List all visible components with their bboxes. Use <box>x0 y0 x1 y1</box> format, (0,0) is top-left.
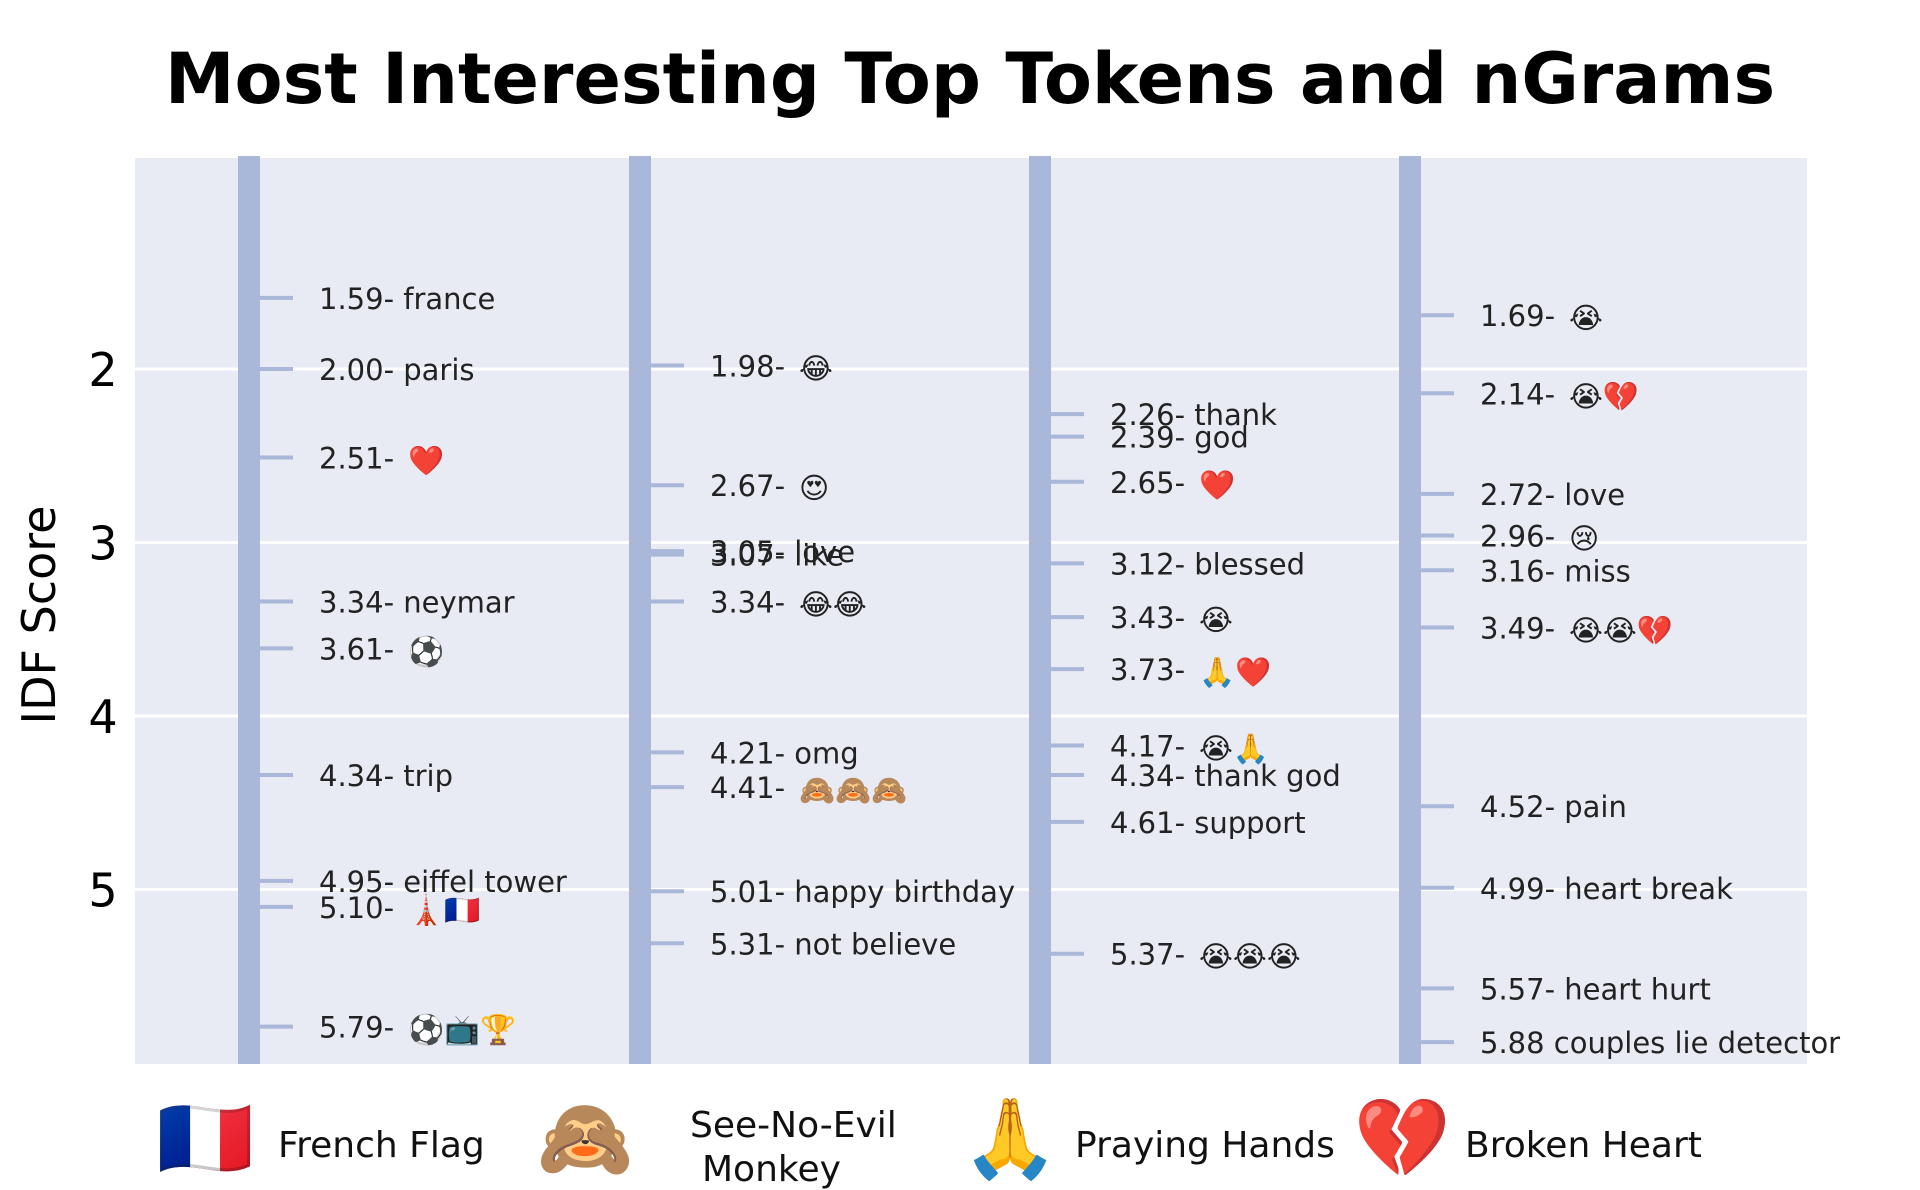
data-point-label: 2.96- <box>1480 520 1555 554</box>
legend-emoji: 🙈 <box>536 1094 633 1184</box>
data-point-label: 4.21- omg <box>710 736 859 770</box>
data-point-label: 3.61- <box>319 632 394 666</box>
data-point-label: 2.72- love <box>1480 478 1625 512</box>
y-axis-label: IDF Score <box>12 506 66 725</box>
data-point-emoji: ❤️ <box>408 443 445 477</box>
data-point-emoji: 😭 <box>1569 301 1603 335</box>
data-point-label: 4.99- heart break <box>1480 872 1733 906</box>
series-column-1: 1.59- france 2.00- paris 2.51- ❤️ 3.34- neym… <box>238 156 567 1064</box>
data-point-label: 5.31- not believe <box>710 927 956 961</box>
plot-background <box>135 158 1807 1064</box>
y-ticks: 2 3 4 5 <box>88 343 117 918</box>
data-point-emoji: 😂😂 <box>799 587 867 621</box>
data-point-emoji: 😭 <box>1199 603 1233 637</box>
data-point-label: 3.07- like <box>710 539 844 573</box>
series-columns: 1.59- france 2.00- paris 2.51- ❤️ 3.34- neym… <box>238 156 1840 1064</box>
data-point-emoji: 😭🙏 <box>1199 731 1269 765</box>
legend-item: 🙏 Praying Hands <box>961 1094 1334 1184</box>
data-point-label: 3.43- <box>1110 601 1185 635</box>
legend: 🇫🇷 French Flag 🙈 See-No-Evil Monkey 🙏 Praying … <box>156 1094 1701 1190</box>
legend-item: 💔 Broken Heart <box>1353 1094 1701 1184</box>
legend-label: Broken Heart <box>1465 1125 1702 1166</box>
data-point-emoji: ⚽📺🏆 <box>407 1013 516 1047</box>
data-point-emoji: 🙈🙈🙈 <box>799 773 907 807</box>
data-point-emoji: 😢 <box>1569 522 1599 556</box>
legend-item: 🇫🇷 French Flag <box>156 1094 484 1184</box>
column-axis-bar <box>629 156 651 1064</box>
data-point-label: 2.00- paris <box>319 353 475 387</box>
data-point-label: 2.14- <box>1480 377 1555 411</box>
data-point-label: 4.61- support <box>1110 806 1306 840</box>
data-point-label: 5.01- happy birthday <box>710 875 1015 909</box>
legend-emoji: 🙏 <box>961 1094 1058 1184</box>
data-point-label: 4.52- pain <box>1480 790 1627 824</box>
data-point-label: 4.17- <box>1110 729 1185 763</box>
data-point-label: 1.59- france <box>319 282 495 316</box>
data-point-label: 5.88 couples lie detector <box>1480 1026 1840 1060</box>
data-point-label: 3.49- <box>1480 612 1555 646</box>
data-point-label: 2.39- god <box>1110 421 1249 455</box>
data-point-emoji: 🙏❤️ <box>1199 655 1272 689</box>
data-point-label: 4.95- eiffel tower <box>319 865 567 899</box>
data-point-label: 5.10- <box>319 891 394 925</box>
data-point-label: 5.37- <box>1110 938 1185 972</box>
data-point-label: 2.65- <box>1110 466 1185 500</box>
data-point-label: 1.98- <box>710 350 785 384</box>
data-point-emoji: 😭😭💔 <box>1569 614 1674 648</box>
legend-emoji: 🇫🇷 <box>156 1094 253 1184</box>
data-point-label: 4.34- trip <box>319 759 453 793</box>
data-point-emoji: ❤️ <box>1199 468 1236 502</box>
data-point-label: 5.57- heart hurt <box>1480 972 1711 1006</box>
data-point-label: 4.34- thank god <box>1110 759 1341 793</box>
data-point-label: 2.26- thank <box>1110 398 1277 432</box>
data-point-label: 3.05- love <box>710 535 855 569</box>
legend-emoji: 💔 <box>1353 1094 1451 1184</box>
data-point-label: 2.67- <box>710 469 785 503</box>
data-point-label: 4.41- <box>710 771 785 805</box>
data-point-emoji: 😍 <box>799 471 829 505</box>
data-point-label: 5.79- <box>319 1011 394 1045</box>
data-point-emoji: 😭💔 <box>1569 379 1640 413</box>
column-axis-bar <box>1029 156 1051 1064</box>
data-point-label: 1.69- <box>1480 299 1555 333</box>
gridlines <box>135 367 1807 891</box>
legend-item: 🙈 See-No-Evil Monkey <box>536 1094 896 1190</box>
column-axis-bar <box>1399 156 1421 1064</box>
column-axis-bar <box>238 156 260 1064</box>
legend-label: Praying Hands <box>1075 1125 1335 1166</box>
data-point-emoji: 😂 <box>799 352 833 386</box>
data-point-label: 3.73- <box>1110 653 1185 687</box>
y-tick-label: 2 <box>88 343 117 397</box>
data-point-label: 3.16- miss <box>1480 554 1631 588</box>
data-point-emoji: ⚽ <box>407 634 444 668</box>
series-column-4: 1.69- 😭 2.14- 😭💔 2.72- love 2.96- 😢3.16- miss 3… <box>1399 156 1840 1064</box>
legend-label: French Flag <box>278 1125 485 1166</box>
data-point-label: 3.34- neymar <box>319 585 515 619</box>
data-point-label: 2.51- <box>319 441 394 475</box>
data-point-emoji: 🗼🇫🇷 <box>408 892 480 927</box>
legend-label: See-No-Evil Monkey <box>690 1105 897 1190</box>
y-tick-label: 5 <box>88 864 117 918</box>
chart-title: Most Interesting Top Tokens and nGrams <box>165 38 1775 120</box>
data-point-label: 3.12- blessed <box>1110 547 1305 581</box>
y-tick-label: 4 <box>88 690 117 744</box>
y-tick-label: 3 <box>88 517 117 571</box>
data-point-label: 3.34- <box>710 585 785 619</box>
data-point-emoji: 😭😭😭 <box>1199 940 1301 974</box>
